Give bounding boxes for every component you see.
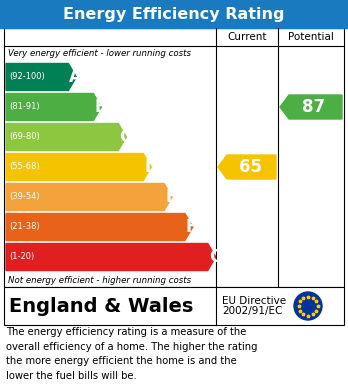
Text: A: A	[69, 68, 82, 86]
Text: 87: 87	[302, 98, 326, 116]
Polygon shape	[6, 213, 193, 240]
Text: England & Wales: England & Wales	[9, 296, 193, 316]
Text: 65: 65	[238, 158, 261, 176]
Text: (55-68): (55-68)	[9, 163, 40, 172]
Text: The energy efficiency rating is a measure of the
overall efficiency of a home. T: The energy efficiency rating is a measur…	[6, 327, 258, 380]
Text: (81-91): (81-91)	[9, 102, 40, 111]
Text: Potential: Potential	[288, 32, 334, 42]
Text: F: F	[186, 218, 197, 236]
Text: Very energy efficient - lower running costs: Very energy efficient - lower running co…	[8, 50, 191, 59]
Text: (39-54): (39-54)	[9, 192, 40, 201]
Polygon shape	[6, 93, 101, 120]
Polygon shape	[6, 63, 77, 90]
Text: (21-38): (21-38)	[9, 222, 40, 231]
Text: 2002/91/EC: 2002/91/EC	[222, 306, 282, 316]
Text: Current: Current	[227, 32, 267, 42]
Text: E: E	[165, 188, 176, 206]
Text: D: D	[144, 158, 158, 176]
Bar	[4, 287, 344, 325]
Text: (1-20): (1-20)	[9, 253, 34, 262]
Text: Not energy efficient - higher running costs: Not energy efficient - higher running co…	[8, 276, 191, 285]
Circle shape	[294, 292, 322, 320]
Polygon shape	[6, 124, 126, 151]
Polygon shape	[218, 155, 276, 179]
Polygon shape	[6, 183, 172, 210]
Text: (69-80): (69-80)	[9, 133, 40, 142]
Polygon shape	[6, 244, 216, 271]
Text: Energy Efficiency Rating: Energy Efficiency Rating	[63, 7, 285, 22]
Text: C: C	[119, 128, 132, 146]
Text: EU Directive: EU Directive	[222, 296, 286, 306]
Text: B: B	[94, 98, 107, 116]
Text: (92-100): (92-100)	[9, 72, 45, 81]
Bar	[4, 28, 344, 287]
Bar	[0, 0, 348, 28]
Polygon shape	[280, 95, 342, 119]
Text: G: G	[209, 248, 222, 266]
Polygon shape	[6, 154, 151, 181]
